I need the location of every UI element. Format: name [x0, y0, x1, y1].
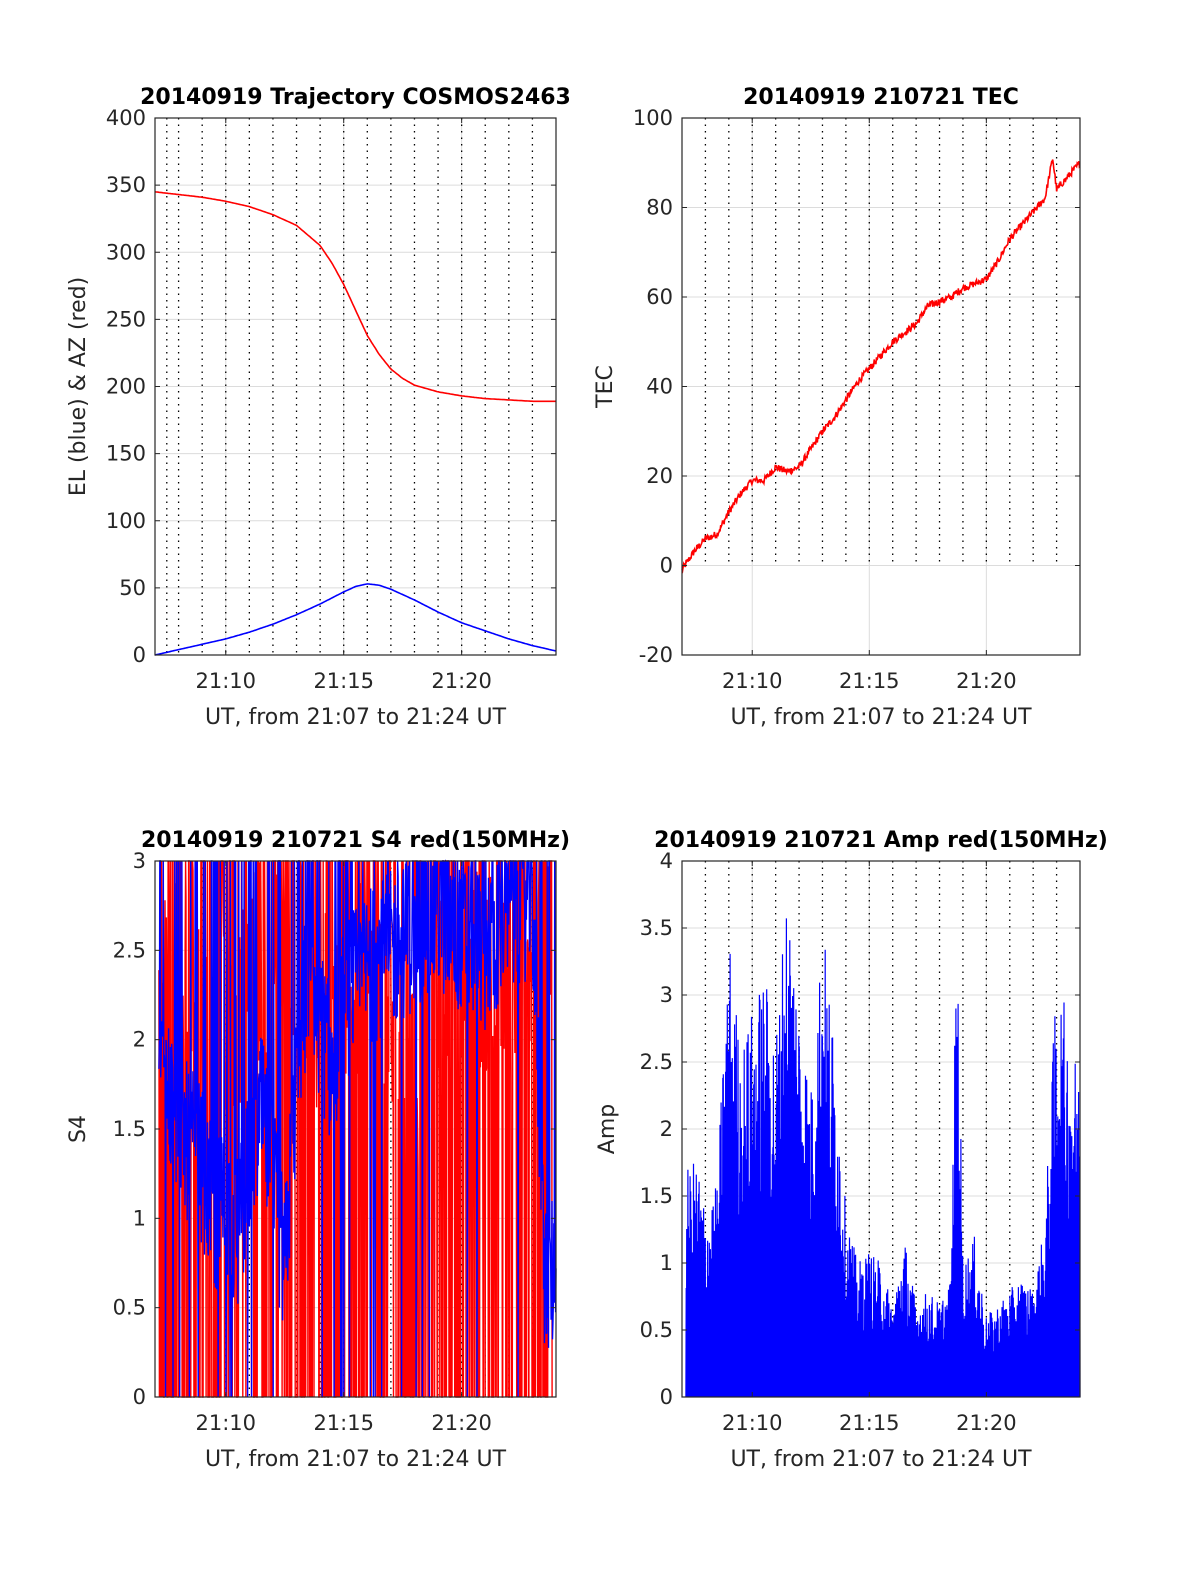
y-tick-label: 1	[660, 1251, 673, 1275]
y-tick-label: 80	[646, 196, 673, 220]
y-tick-label: 40	[646, 375, 673, 399]
y-tick-label: 0	[133, 643, 146, 667]
x-axis-label: UT, from 21:07 to 21:24 UT	[205, 1447, 507, 1472]
y-tick-label: 250	[106, 307, 146, 331]
y-tick-label: 0	[660, 1385, 673, 1409]
y-tick-label: 1.5	[640, 1184, 673, 1208]
y-tick-label: 100	[633, 106, 673, 130]
chart-2: -20 0 20 40 60 80 100 21:10 21:15 21:20 20140919 2…	[593, 85, 1081, 730]
chart-4: 0 0.5 1 1.5 2 2.5 3 3.5 4 21:10 21:15 21:20 20140919…	[595, 828, 1108, 1472]
y-tick-label: 20	[646, 464, 673, 488]
chart-title: 20140919 210721 TEC	[743, 85, 1019, 110]
chart-3: 0 0.5 1 1.5 2 2.5 3 21:10 21:15 21:20 20140919 210…	[66, 828, 570, 1472]
y-axis-label: EL (blue) & AZ (red)	[66, 277, 91, 496]
y-tick-label: 1	[133, 1206, 146, 1230]
y-tick-label: 400	[106, 106, 146, 130]
x-tick-label: 21:20	[956, 669, 1017, 693]
chart-title: 20140919 210721 Amp red(150MHz)	[654, 828, 1108, 853]
y-tick-label: 150	[106, 442, 146, 466]
x-tick-label: 21:15	[839, 1411, 900, 1435]
x-tick-label: 21:10	[722, 1411, 783, 1435]
x-tick-label: 21:20	[956, 1411, 1017, 1435]
y-tick-label: 350	[106, 173, 146, 197]
chart-1: 0 50 100 150 200 250 300 350 400 21:10 21:15 21:20 2…	[66, 85, 571, 730]
y-tick-label: 50	[119, 576, 146, 600]
x-tick-label: 21:15	[839, 669, 900, 693]
y-tick-label: 3.5	[640, 916, 673, 940]
chart-title: 20140919 210721 S4 red(150MHz)	[141, 828, 570, 853]
x-axis-label: UT, from 21:07 to 21:24 UT	[205, 705, 507, 730]
x-tick-label: 21:15	[313, 1411, 374, 1435]
y-tick-label: 4	[660, 849, 673, 873]
y-tick-label: 3	[133, 849, 146, 873]
y-axis-label: S4	[66, 1115, 91, 1143]
x-tick-label: 21:15	[313, 669, 374, 693]
series-spikes-blue	[158, 859, 557, 1398]
x-tick-label: 21:10	[195, 1411, 256, 1435]
y-tick-label: 2	[133, 1028, 146, 1052]
y-tick-label: -20	[639, 643, 673, 667]
y-axis-label: Amp	[595, 1104, 620, 1154]
y-tick-label: 2.5	[640, 1050, 673, 1074]
y-tick-label: 2.5	[113, 938, 146, 962]
x-axis-label: UT, from 21:07 to 21:24 UT	[730, 1447, 1032, 1472]
series-line-red	[681, 159, 1081, 574]
y-tick-label: 0.5	[113, 1296, 146, 1320]
y-tick-label: 0	[660, 554, 673, 578]
chart-title: 20140919 Trajectory COSMOS2463	[140, 85, 571, 110]
y-tick-label: 0	[133, 1385, 146, 1409]
x-axis-label: UT, from 21:07 to 21:24 UT	[730, 705, 1032, 730]
y-tick-label: 100	[106, 509, 146, 533]
series-line-red	[154, 191, 556, 403]
y-tick-label: 2	[660, 1117, 673, 1141]
y-axis-label: TEC	[593, 365, 618, 409]
series-line-blue	[154, 583, 557, 656]
y-tick-label: 60	[646, 285, 673, 309]
y-tick-label: 200	[106, 375, 146, 399]
y-tick-label: 3	[660, 983, 673, 1007]
y-tick-label: 1.5	[113, 1117, 146, 1141]
y-tick-label: 300	[106, 240, 146, 264]
x-tick-label: 21:20	[431, 669, 492, 693]
x-tick-label: 21:20	[431, 1411, 492, 1435]
x-tick-label: 21:10	[195, 669, 256, 693]
y-tick-label: 0.5	[640, 1318, 673, 1342]
x-tick-label: 21:10	[722, 669, 783, 693]
